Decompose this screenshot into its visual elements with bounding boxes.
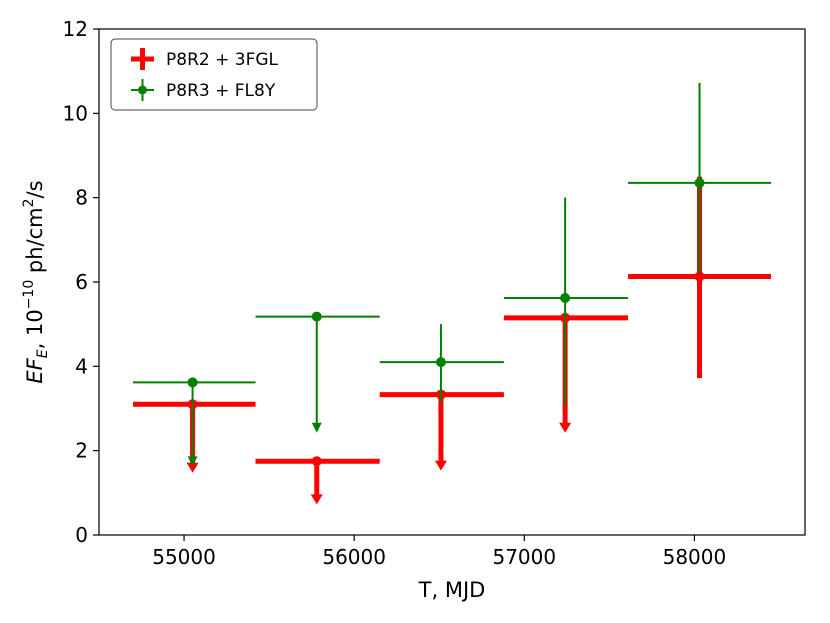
- x-axis-label: T, MJD: [418, 578, 486, 602]
- series-2: [133, 82, 771, 467]
- x-axis: 55000 56000 57000 58000: [152, 535, 726, 569]
- y-axis-label: EFE, 10−10 ph/cm2/s: [21, 180, 51, 383]
- y-tick-label: 4: [75, 354, 88, 378]
- legend-label-p8r3: P8R3 + FL8Y: [166, 81, 276, 101]
- plot-area: [133, 82, 771, 505]
- data-point: [694, 271, 705, 282]
- x-tick-label: 58000: [663, 545, 727, 569]
- upper-limit-arrow: [559, 422, 572, 433]
- upper-limit-arrow: [434, 460, 447, 471]
- y-label-exp: −10: [21, 280, 37, 310]
- legend-marker-p8r3-dot: [138, 85, 147, 95]
- x-tick-label: 57000: [492, 545, 556, 569]
- upper-limit-arrow: [186, 462, 199, 473]
- y-tick-label: 2: [75, 439, 88, 463]
- y-tick-label: 6: [75, 270, 88, 294]
- y-axis: 0 2 4 6 8 10 12: [63, 17, 99, 547]
- upper-limit-arrow: [310, 494, 323, 505]
- legend-entry-p8r3: P8R3 + FL8Y: [131, 79, 276, 101]
- legend: P8R2 + 3FGL P8R3 + FL8Y: [110, 38, 318, 111]
- upper-limit-arrow: [311, 422, 322, 433]
- y-tick-label: 8: [75, 186, 88, 210]
- legend-label-p8r2: P8R2 + 3FGL: [166, 50, 279, 70]
- y-tick-label: 0: [75, 523, 88, 547]
- data-point: [187, 377, 198, 388]
- series-2-point-4: [503, 197, 629, 405]
- x-tick-label: 56000: [322, 545, 386, 569]
- data-point: [311, 456, 322, 467]
- y-tick-label: 12: [63, 17, 88, 41]
- data-point: [435, 357, 446, 368]
- data-point: [311, 311, 322, 322]
- y-tick-label: 10: [63, 101, 88, 125]
- y-label-unit-exp: 2: [21, 198, 37, 207]
- series-2-point-5: [628, 82, 771, 274]
- series-2-point-1: [133, 377, 256, 467]
- data-point: [560, 293, 571, 304]
- y-label-unit: ph/cm: [23, 207, 47, 279]
- series-2-point-2: [255, 311, 380, 433]
- series-1-point-2: [255, 456, 380, 505]
- legend-entry-p8r2: P8R2 + 3FGL: [131, 48, 279, 70]
- upper-limit-arrow: [187, 456, 198, 467]
- legend-box: [110, 38, 318, 111]
- y-label-sub: E: [35, 349, 51, 358]
- y-label-mid: , 10: [23, 309, 47, 349]
- series-2-point-3: [379, 324, 504, 403]
- data-point: [694, 177, 705, 188]
- y-label-ef: EF: [23, 357, 47, 383]
- y-label-tail: /s: [23, 180, 47, 198]
- x-tick-label: 55000: [152, 545, 216, 569]
